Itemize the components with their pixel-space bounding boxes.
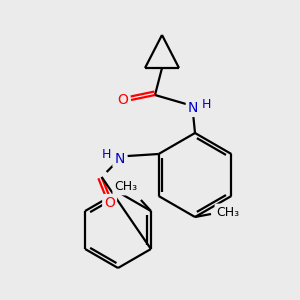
- Text: H: H: [201, 98, 211, 112]
- Text: CH₃: CH₃: [216, 206, 240, 218]
- Text: H: H: [102, 148, 111, 161]
- Text: O: O: [118, 93, 128, 107]
- Text: CH₃: CH₃: [114, 181, 137, 194]
- Text: N: N: [188, 101, 198, 115]
- Text: O: O: [104, 196, 115, 210]
- Text: N: N: [114, 152, 125, 166]
